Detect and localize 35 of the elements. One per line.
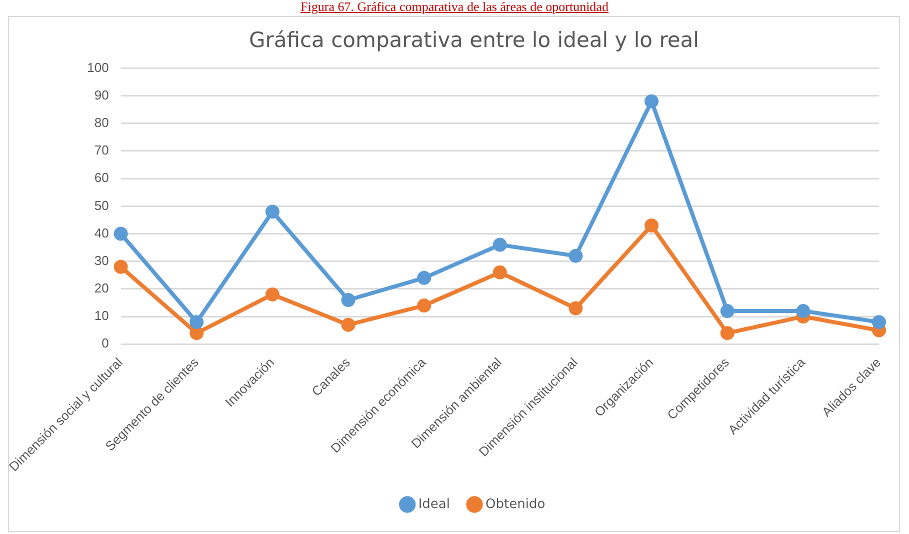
point [568,248,583,263]
point [341,293,356,307]
chart-title: Gráfica comparativa entre lo ideal y lo real [249,28,699,52]
point [568,301,583,316]
point [265,204,280,219]
point [417,298,432,313]
point [872,315,886,330]
point [492,238,507,252]
point [341,318,356,332]
y-tick-label: 20 [94,280,109,296]
y-tick-label: 80 [94,114,109,130]
y-tick-label: 10 [94,308,109,324]
y-tick-label: 30 [94,252,109,268]
point [720,326,734,340]
y-tick-label: 50 [94,198,109,213]
text: Figura 67. Gráfica comparativa de las áreas de oportunidad [300,0,610,14]
point [720,304,734,318]
point [492,265,507,280]
y-tick-label: 90 [94,87,109,102]
y-tick-label: 60 [94,170,109,186]
point [190,315,204,330]
point [796,304,810,318]
point [114,260,128,274]
point [644,218,659,232]
legend-label: Ideal [418,496,450,512]
point [265,287,280,302]
legend-label: Obtenido [486,496,546,512]
point [417,270,432,285]
y-tick-label: 0 [102,336,109,351]
point [114,226,128,241]
y-tick-label: 70 [94,142,109,158]
y-tick-label: 100 [87,60,109,75]
y-tick-label: 40 [94,225,109,240]
point [190,326,204,340]
point [644,94,659,108]
